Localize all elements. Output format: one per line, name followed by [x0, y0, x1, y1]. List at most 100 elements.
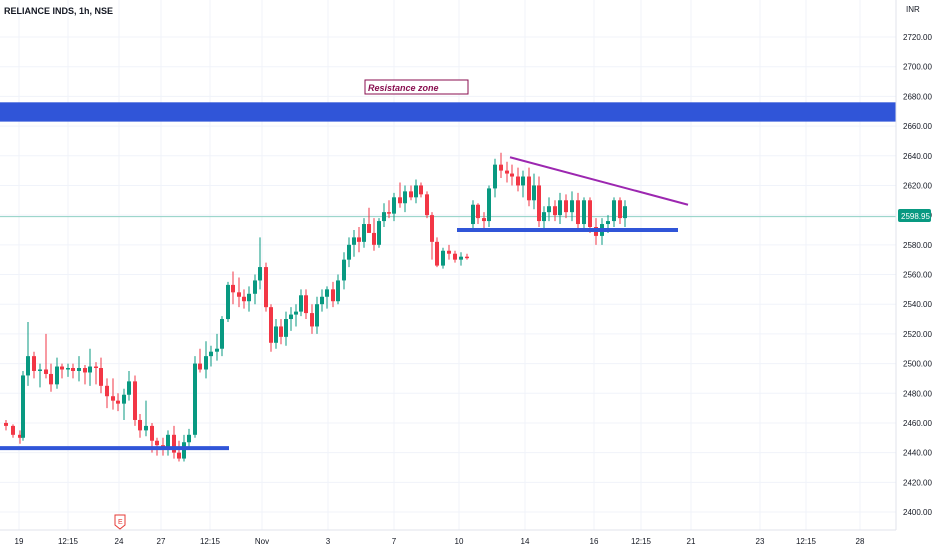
candle[interactable]: [336, 274, 340, 305]
candle[interactable]: [558, 192, 562, 225]
candle[interactable]: [499, 152, 503, 179]
candle[interactable]: [71, 363, 75, 379]
candle[interactable]: [77, 356, 81, 382]
candle[interactable]: [435, 237, 439, 268]
candle[interactable]: [471, 200, 475, 230]
candle[interactable]: [258, 237, 262, 290]
candle[interactable]: [18, 430, 22, 444]
candle[interactable]: [576, 192, 580, 230]
candle[interactable]: [505, 161, 509, 183]
candle[interactable]: [482, 212, 486, 230]
candle[interactable]: [387, 200, 391, 219]
candle[interactable]: [315, 296, 319, 334]
candle[interactable]: [32, 351, 36, 379]
candle[interactable]: [487, 185, 491, 227]
candle[interactable]: [38, 363, 42, 388]
candle[interactable]: [26, 322, 30, 386]
candle[interactable]: [177, 440, 181, 462]
candle[interactable]: [166, 430, 170, 456]
candle[interactable]: [372, 218, 376, 251]
candle[interactable]: [342, 252, 346, 290]
candle[interactable]: [55, 357, 59, 389]
candle[interactable]: [521, 170, 525, 198]
candle[interactable]: [49, 363, 53, 392]
candle[interactable]: [532, 173, 536, 210]
candle[interactable]: [320, 289, 324, 312]
candle[interactable]: [618, 197, 622, 225]
candle[interactable]: [564, 194, 568, 219]
time-axis[interactable]: 19 12:15 24 27 12:15 Nov 3 7 10 14 16 12:15 21 23 12:1…: [15, 537, 865, 546]
candle[interactable]: [510, 164, 514, 186]
resistance-zone-band[interactable]: [0, 102, 896, 122]
candle[interactable]: [247, 286, 251, 312]
candle[interactable]: [304, 289, 308, 320]
candle[interactable]: [331, 281, 335, 308]
candle[interactable]: [94, 362, 98, 385]
candle[interactable]: [204, 341, 208, 379]
candle[interactable]: [294, 304, 298, 327]
candle[interactable]: [398, 182, 402, 208]
candle[interactable]: [193, 356, 197, 438]
candle[interactable]: [44, 333, 48, 379]
candle[interactable]: [231, 271, 235, 305]
candle[interactable]: [430, 212, 434, 260]
candle[interactable]: [419, 182, 423, 198]
candle[interactable]: [299, 289, 303, 317]
candle[interactable]: [347, 237, 351, 268]
candle[interactable]: [284, 311, 288, 346]
earnings-event-marker[interactable]: E: [114, 514, 126, 530]
candle[interactable]: [187, 428, 191, 447]
annotation-note[interactable]: Resistance zone: [364, 79, 469, 95]
candle[interactable]: [553, 200, 557, 222]
candle[interactable]: [453, 250, 457, 263]
candle[interactable]: [172, 425, 176, 459]
candle[interactable]: [493, 158, 497, 198]
candle[interactable]: [516, 167, 520, 192]
trendline[interactable]: [509, 156, 689, 206]
drawings-layer[interactable]: [0, 156, 689, 451]
candle[interactable]: [289, 307, 293, 331]
candle[interactable]: [4, 419, 8, 431]
candle[interactable]: [362, 218, 366, 248]
candle[interactable]: [253, 274, 257, 305]
candle[interactable]: [116, 393, 120, 412]
candle[interactable]: [83, 365, 87, 385]
candle[interactable]: [623, 200, 627, 227]
candle[interactable]: [542, 206, 546, 230]
candle[interactable]: [582, 197, 586, 230]
candle[interactable]: [441, 247, 445, 269]
candle[interactable]: [122, 388, 126, 420]
candle[interactable]: [414, 179, 418, 204]
candle[interactable]: [377, 218, 381, 248]
candle[interactable]: [99, 357, 103, 394]
candle[interactable]: [215, 333, 219, 361]
candle[interactable]: [588, 197, 592, 233]
candle[interactable]: [21, 370, 25, 441]
candle[interactable]: [447, 244, 451, 260]
candle[interactable]: [409, 185, 413, 201]
candle[interactable]: [325, 286, 329, 309]
candle[interactable]: [264, 262, 268, 312]
candle[interactable]: [274, 319, 278, 349]
candle[interactable]: [476, 203, 480, 225]
candle[interactable]: [111, 378, 115, 410]
candle[interactable]: [392, 192, 396, 222]
candle[interactable]: [527, 167, 531, 207]
candle[interactable]: [226, 281, 230, 322]
candle[interactable]: [11, 424, 15, 438]
candle[interactable]: [105, 378, 109, 409]
candle[interactable]: [138, 414, 142, 438]
candle[interactable]: [352, 229, 356, 257]
candle[interactable]: [367, 207, 371, 233]
candle[interactable]: [403, 185, 407, 213]
candle[interactable]: [209, 345, 213, 367]
candle[interactable]: [459, 252, 463, 266]
candle[interactable]: [66, 363, 70, 377]
candle[interactable]: [357, 227, 361, 253]
candle[interactable]: [537, 176, 541, 227]
candle[interactable]: [269, 304, 273, 352]
candle[interactable]: [133, 375, 137, 426]
candle[interactable]: [127, 370, 131, 401]
candle[interactable]: [279, 319, 283, 345]
